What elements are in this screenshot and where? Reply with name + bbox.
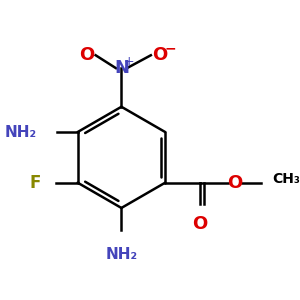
Text: +: + [124, 55, 134, 68]
Text: N: N [114, 59, 129, 77]
Text: F: F [29, 174, 41, 192]
Text: −: − [164, 42, 176, 56]
Text: O: O [79, 46, 94, 64]
Text: O: O [227, 174, 243, 192]
Text: O: O [152, 46, 168, 64]
Text: CH₃: CH₃ [272, 172, 300, 186]
Text: NH₂: NH₂ [5, 124, 37, 140]
Text: NH₂: NH₂ [105, 247, 137, 262]
Text: O: O [193, 215, 208, 233]
